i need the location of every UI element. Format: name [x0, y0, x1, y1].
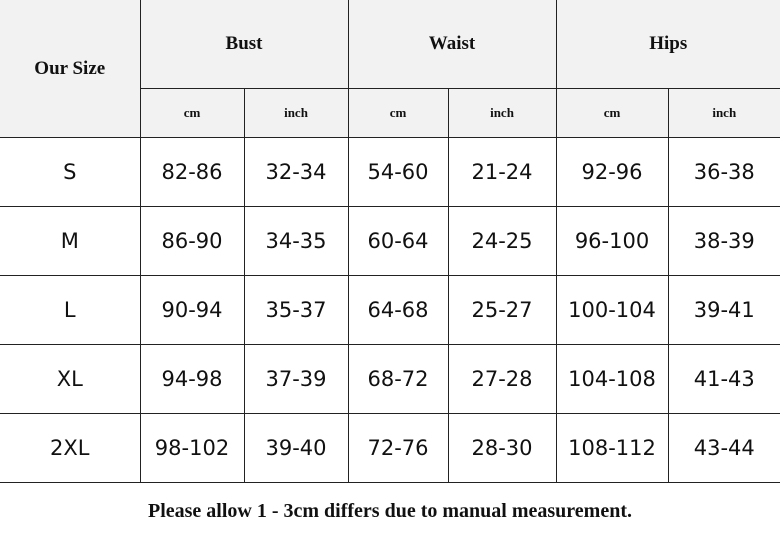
hips-inch-cell: 38-39: [667, 206, 780, 276]
hips-cm-cell: 104-108: [555, 344, 669, 414]
bust-inch-cell: 35-37: [243, 275, 349, 345]
waist-cm-header: cm: [347, 88, 449, 138]
table-row: M 86-90 34-35 60-64 24-25 96-100 38-39: [0, 206, 780, 276]
waist-inch-cell: 24-25: [447, 206, 557, 276]
hips-inch-cell: 39-41: [667, 275, 780, 345]
table-row: XL 94-98 37-39 68-72 27-28 104-108 41-43: [0, 344, 780, 414]
bust-inch-cell: 37-39: [243, 344, 349, 414]
size-label: XL: [0, 344, 141, 414]
bust-header: Bust: [139, 0, 349, 89]
waist-cm-cell: 54-60: [347, 137, 449, 207]
hips-cm-cell: 92-96: [555, 137, 669, 207]
hips-cm-cell: 100-104: [555, 275, 669, 345]
waist-inch-header: inch: [447, 88, 557, 138]
bust-inch-header: inch: [243, 88, 349, 138]
hips-cm-cell: 108-112: [555, 413, 669, 483]
size-chart-table: Our Size Bust Waist Hips cm inch cm inch…: [0, 0, 780, 483]
hips-cm-header: cm: [555, 88, 669, 138]
bust-cm-header: cm: [140, 88, 245, 138]
waist-inch-cell: 27-28: [447, 344, 557, 414]
bust-cm-cell: 90-94: [139, 275, 245, 345]
bust-inch-cell: 34-35: [243, 206, 349, 276]
bust-cm-cell: 94-98: [139, 344, 245, 414]
waist-cm-cell: 64-68: [347, 275, 449, 345]
waist-header: Waist: [347, 0, 557, 89]
waist-inch-cell: 28-30: [447, 413, 557, 483]
measurement-footnote: Please allow 1 - 3cm differs due to manu…: [147, 500, 632, 522]
size-label: M: [0, 206, 141, 276]
waist-cm-cell: 60-64: [347, 206, 449, 276]
table-row: 2XL 98-102 39-40 72-76 28-30 108-112 43-…: [0, 413, 780, 483]
hips-cm-cell: 96-100: [555, 206, 669, 276]
waist-inch-cell: 21-24: [447, 137, 557, 207]
hips-inch-cell: 36-38: [667, 137, 780, 207]
hips-header: Hips: [555, 0, 780, 89]
table-row: L 90-94 35-37 64-68 25-27 100-104 39-41: [0, 275, 780, 345]
size-column-header: Our Size: [0, 0, 141, 138]
hips-inch-cell: 41-43: [667, 344, 780, 414]
waist-cm-cell: 72-76: [347, 413, 449, 483]
bust-cm-cell: 86-90: [139, 206, 245, 276]
hips-inch-header: inch: [667, 88, 780, 138]
bust-inch-cell: 32-34: [243, 137, 349, 207]
header-row-groups: Our Size Bust Waist Hips: [0, 0, 780, 138]
bust-cm-cell: 82-86: [139, 137, 245, 207]
size-label: 2XL: [0, 413, 141, 483]
table-row: S 82-86 32-34 54-60 21-24 92-96 36-38: [0, 137, 780, 207]
waist-cm-cell: 68-72: [347, 344, 449, 414]
hips-inch-cell: 43-44: [667, 413, 780, 483]
bust-cm-cell: 98-102: [139, 413, 245, 483]
size-label: S: [0, 137, 141, 207]
waist-inch-cell: 25-27: [447, 275, 557, 345]
size-label: L: [0, 275, 141, 345]
bust-inch-cell: 39-40: [243, 413, 349, 483]
